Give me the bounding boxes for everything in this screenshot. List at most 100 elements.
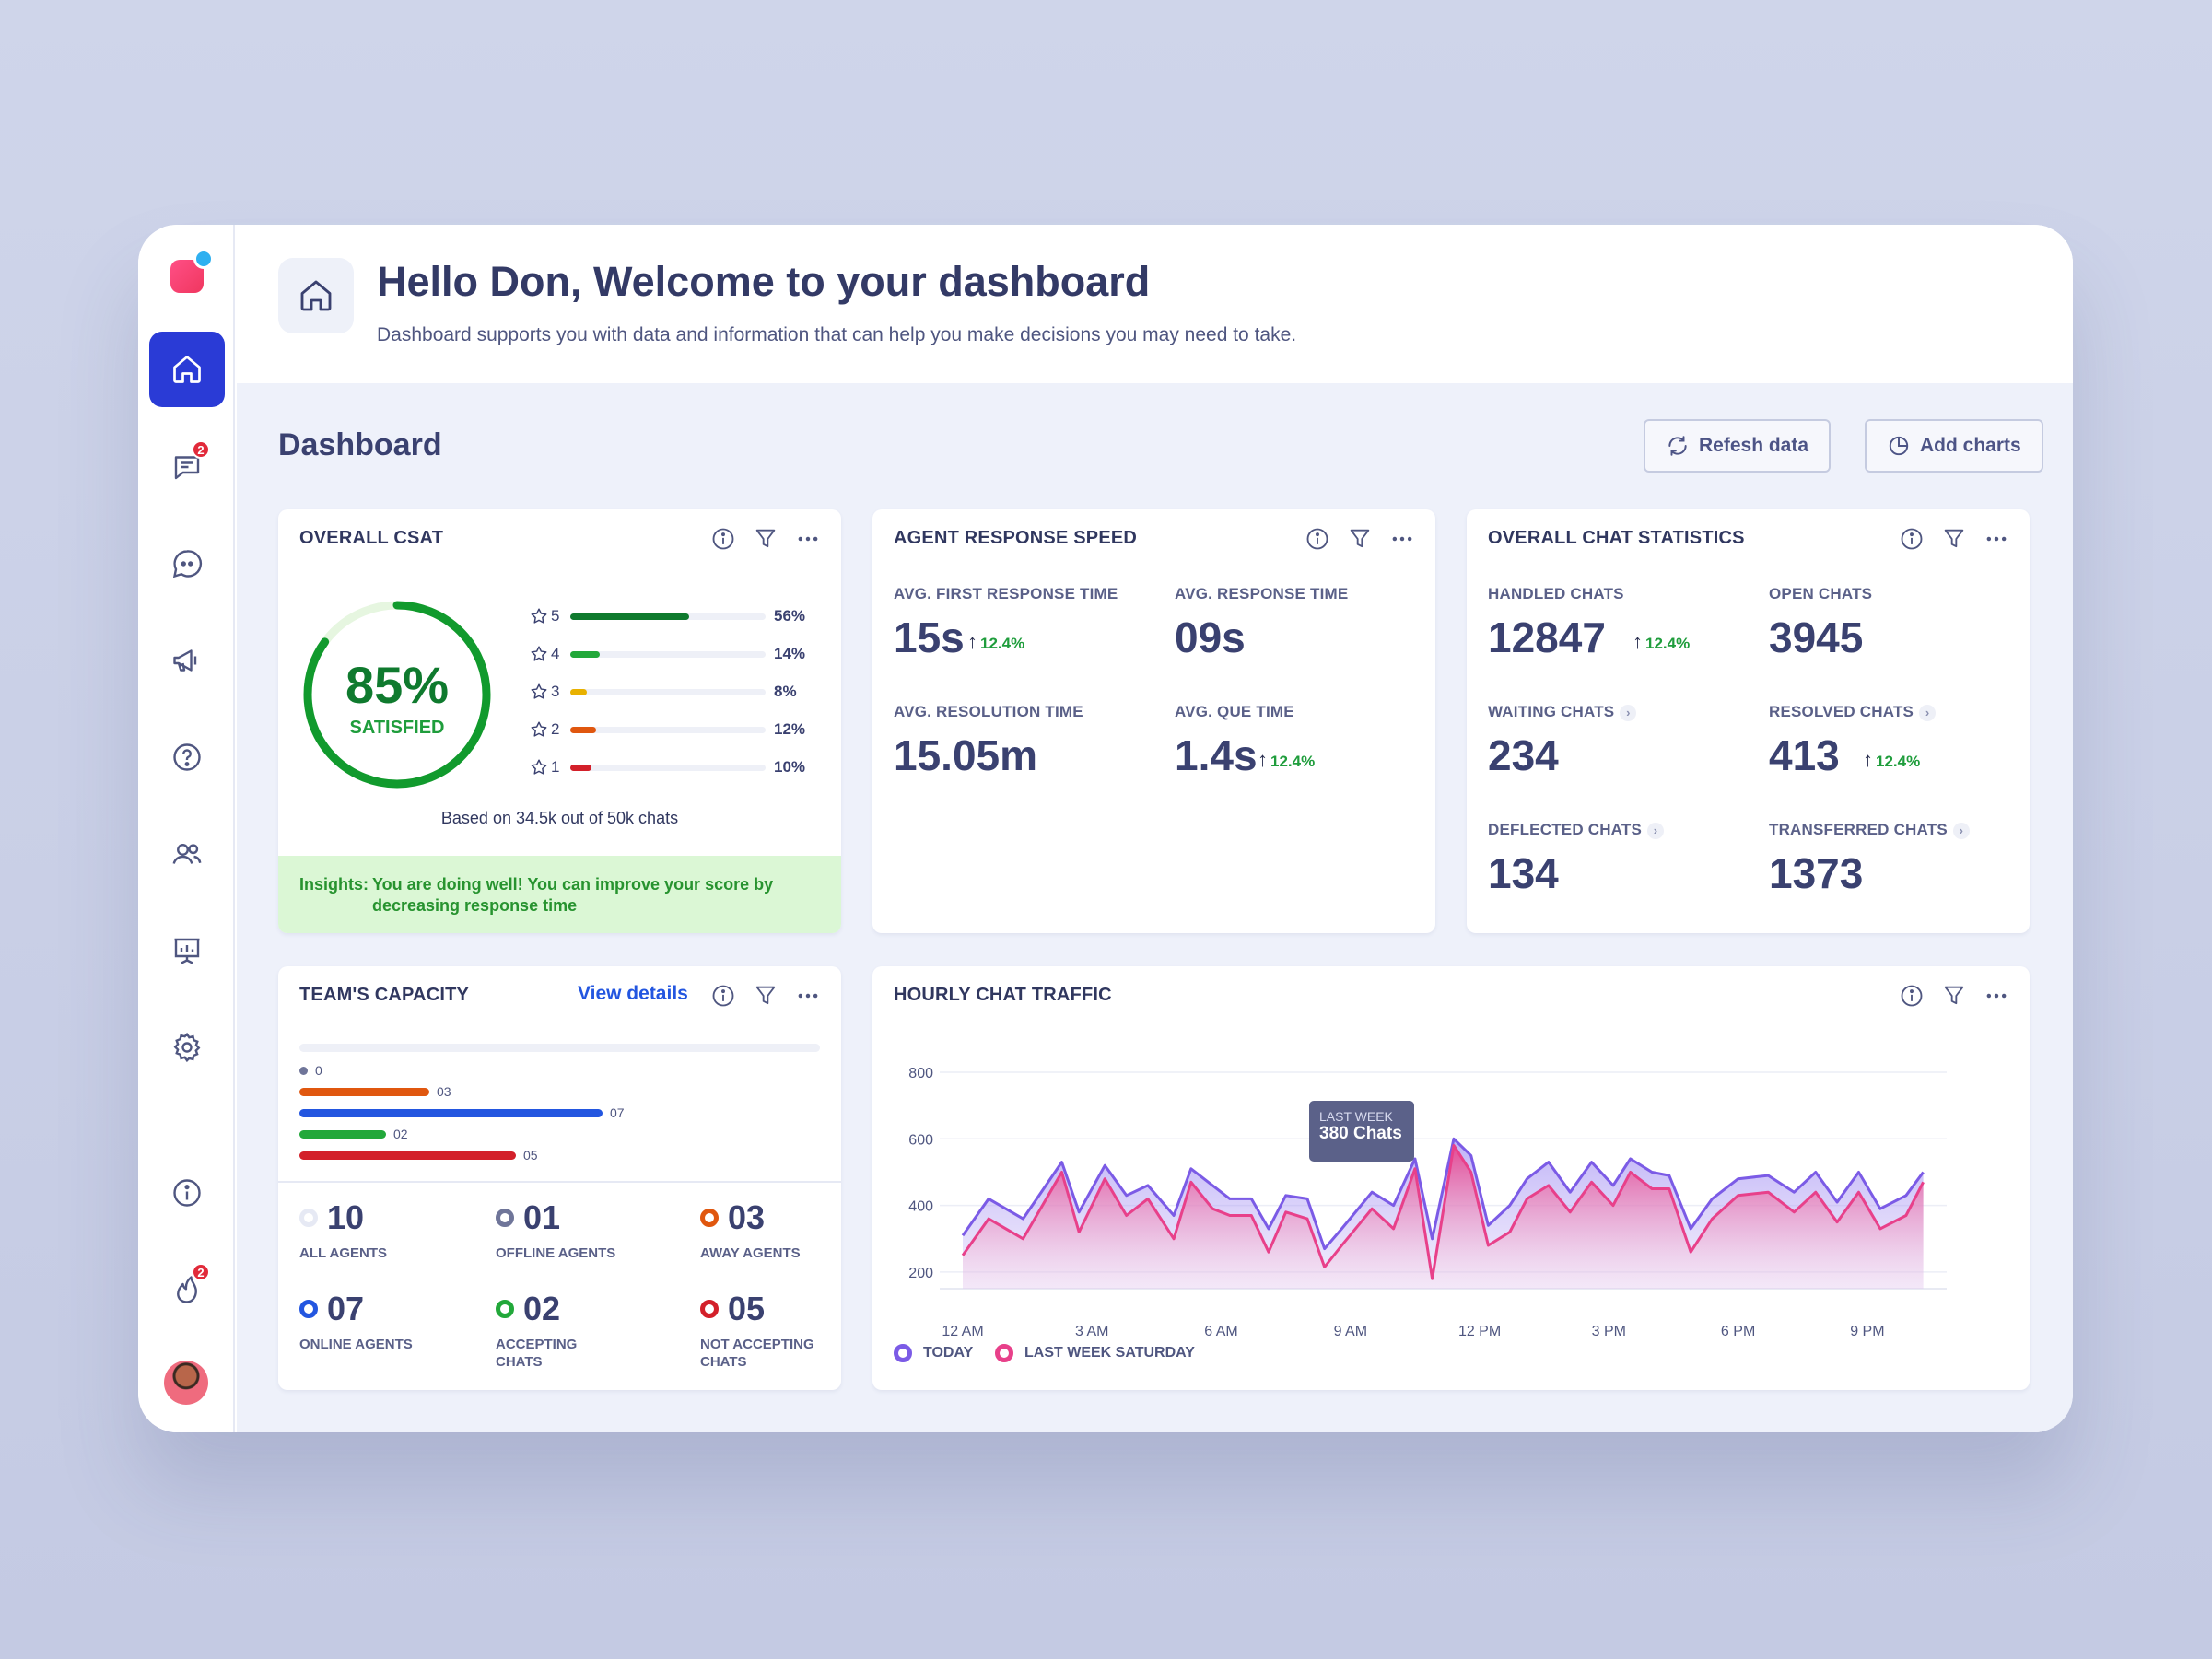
arrow-up-icon: ↑	[1633, 630, 1643, 653]
resolved-chats-delta-value: 12.4%	[1876, 753, 1921, 770]
agent-count: 03	[700, 1198, 765, 1237]
x-tick-label: 12 AM	[942, 1324, 983, 1339]
waiting-chats-link[interactable]: WAITING CHATS ›	[1488, 703, 1637, 721]
sidebar-item-team[interactable]	[149, 816, 225, 892]
more-icon[interactable]	[1984, 526, 2009, 552]
home-icon	[173, 356, 201, 383]
capacity-bar	[299, 1151, 516, 1160]
user-avatar[interactable]	[164, 1361, 208, 1405]
hourly-traffic-card: HOURLY CHAT TRAFFIC	[872, 966, 2030, 1390]
capacity-bar	[299, 1088, 429, 1096]
add-charts-button[interactable]: Add charts	[1865, 419, 2043, 473]
sidebar-item-info[interactable]	[149, 1155, 225, 1231]
capacity-bar-label: 05	[523, 1148, 538, 1162]
open-chats-value: 3945	[1769, 613, 1864, 661]
more-icon[interactable]	[795, 526, 821, 552]
users-icon	[172, 844, 202, 864]
legend-last-week-label: LAST WEEK SATURDAY	[1024, 1345, 1195, 1361]
sidebar-item-campaigns[interactable]	[149, 623, 225, 698]
star-icon	[531, 646, 547, 661]
agent-count: 07	[299, 1290, 364, 1328]
legend-today-label: TODAY	[923, 1345, 974, 1361]
flame-icon	[177, 1276, 197, 1303]
info-icon[interactable]	[1305, 526, 1330, 552]
filter-icon[interactable]	[753, 983, 778, 1009]
info-icon[interactable]	[1899, 983, 1925, 1009]
filter-icon[interactable]	[1347, 526, 1373, 552]
sidebar-item-messages[interactable]: 2	[149, 429, 225, 505]
more-icon[interactable]	[1984, 983, 2009, 1009]
logo-chat-icon	[193, 249, 214, 269]
page-title: Hello Don, Welcome to your dashboard	[377, 258, 1151, 305]
sidebar-item-notifications[interactable]: 2	[149, 1252, 225, 1327]
transferred-chats-link[interactable]: TRANSFERRED CHATS ›	[1769, 821, 1970, 839]
info-icon[interactable]	[1899, 526, 1925, 552]
waiting-chats-value: 234	[1488, 731, 1559, 779]
chevron-right-icon: ›	[1647, 822, 1665, 839]
sidebar-item-help[interactable]	[149, 719, 225, 795]
rating-star-label: 2	[551, 720, 560, 738]
csat-basis: Based on 34.5k out of 50k chats	[440, 809, 679, 827]
agent-count-value: 02	[523, 1290, 561, 1327]
series-line-last-week[interactable]	[961, 1144, 1925, 1280]
sidebar: 2 2	[138, 225, 235, 1432]
agent-count: 05	[700, 1290, 765, 1328]
star-icon	[531, 721, 547, 737]
status-ring-icon	[299, 1300, 318, 1318]
presentation-icon	[174, 938, 200, 964]
tooltip-title: LAST WEEK	[1319, 1109, 1393, 1124]
agent-status-label: AWAY AGENTS	[700, 1245, 801, 1261]
handled-chats-label: HANDLED CHATS	[1488, 585, 1624, 602]
sidebar-item-chat[interactable]	[149, 526, 225, 602]
rating-row: 5 56%	[529, 606, 833, 626]
filter-icon[interactable]	[753, 526, 778, 552]
deflected-chats-link[interactable]: DEFLECTED CHATS ›	[1488, 821, 1665, 839]
capacity-bar-label: 07	[610, 1105, 625, 1120]
rating-percent: 56%	[774, 607, 806, 625]
sidebar-item-settings[interactable]	[149, 1010, 225, 1085]
response-time-value: 09s	[1175, 613, 1246, 661]
traffic-card-actions	[1899, 983, 2009, 1009]
agent-status-label: OFFLINE AGENTS	[496, 1245, 616, 1261]
y-tick-label: 400	[908, 1199, 933, 1215]
info-icon[interactable]	[710, 526, 736, 552]
handled-chats-value: 12847	[1488, 613, 1606, 661]
legend-last-week[interactable]: LAST WEEK SATURDAY	[995, 1344, 1195, 1362]
rating-percent: 8%	[774, 683, 797, 700]
waiting-chats-label: WAITING CHATS	[1488, 703, 1615, 720]
chevron-right-icon: ›	[1919, 704, 1937, 721]
filter-icon[interactable]	[1941, 526, 1967, 552]
resolved-chats-link[interactable]: RESOLVED CHATS ›	[1769, 703, 1937, 721]
agent-status-label: ALL AGENTS	[299, 1245, 388, 1261]
rating-percent: 10%	[774, 758, 806, 776]
resolution-time-label: AVG. RESOLUTION TIME	[894, 703, 1083, 720]
x-tick-label: 9 PM	[1850, 1324, 1884, 1339]
filter-icon[interactable]	[1941, 983, 1967, 1009]
capacity-bar-label: 03	[437, 1084, 451, 1099]
response-speed-card: AGENT RESPONSE SPEED AVG. FIRST RESPONSE…	[872, 509, 1435, 933]
resolved-chats-value: 413	[1769, 731, 1840, 779]
chevron-right-icon: ›	[1952, 822, 1970, 839]
info-icon[interactable]	[710, 983, 736, 1009]
app-window: 2 2 Hello Don, We	[138, 225, 2073, 1432]
rating-percent: 12%	[774, 720, 806, 738]
legend-today[interactable]: TODAY	[894, 1344, 973, 1362]
refresh-data-button[interactable]: Refesh data	[1644, 419, 1832, 473]
team-card-actions	[710, 983, 821, 1009]
more-icon[interactable]	[795, 983, 821, 1009]
traffic-title: HOURLY CHAT TRAFFIC	[894, 985, 1112, 1005]
transferred-chats-label: TRANSFERRED CHATS	[1769, 821, 1948, 838]
view-details-link[interactable]: View details	[578, 983, 688, 1004]
series-line-today[interactable]	[961, 1137, 1925, 1251]
sidebar-item-reports[interactable]	[149, 913, 225, 988]
rating-star-label: 1	[551, 758, 560, 776]
resolved-chats-delta: ↑ 12.4%	[1863, 748, 1920, 772]
chart-tooltip: LAST WEEK 380 Chats	[1309, 1101, 1414, 1162]
sidebar-item-home[interactable]	[149, 332, 225, 407]
csat-percent: 85%	[345, 656, 450, 714]
info-icon	[173, 1179, 201, 1207]
help-icon	[173, 743, 201, 771]
rating-star-label: 5	[551, 607, 560, 625]
more-icon[interactable]	[1389, 526, 1415, 552]
rating-bar-fill	[570, 613, 689, 620]
